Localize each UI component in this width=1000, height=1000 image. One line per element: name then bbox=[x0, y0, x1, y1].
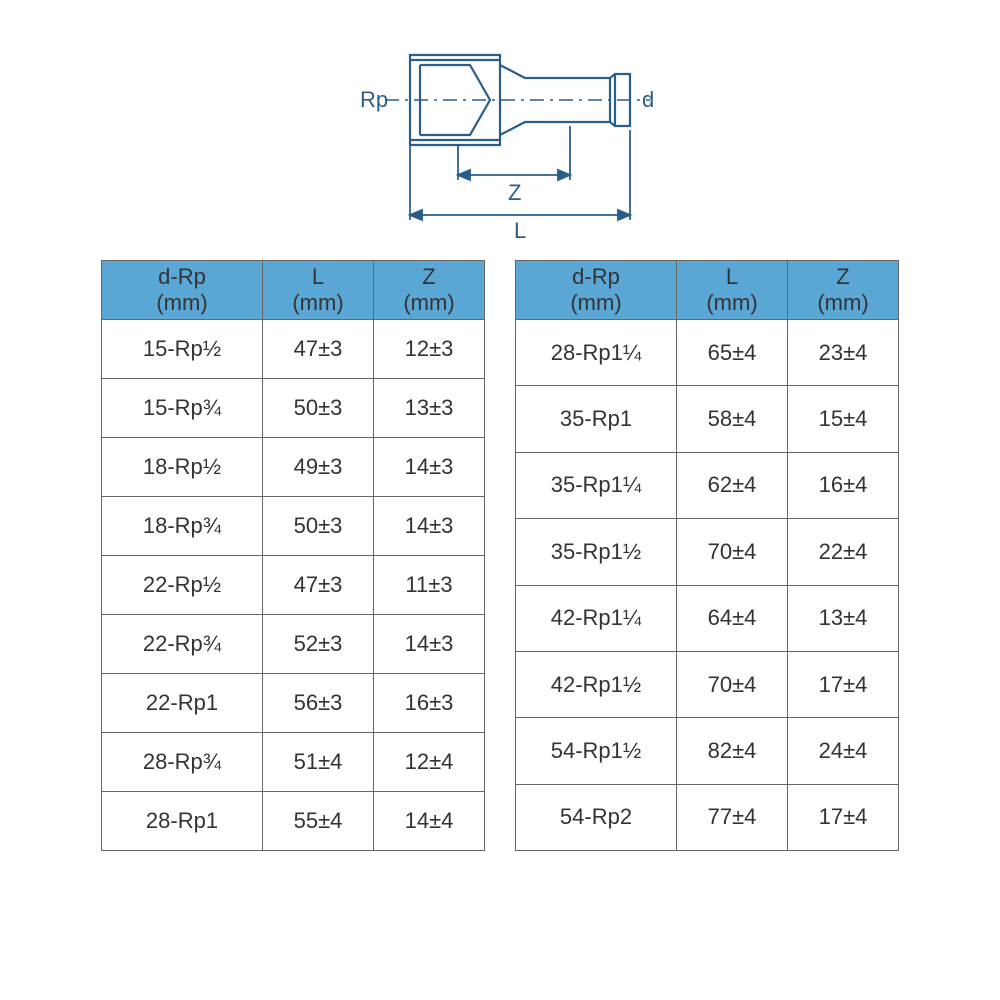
cell-drp: 54-Rp2 bbox=[516, 784, 677, 850]
table-row: 15-Rp½47±312±3 bbox=[102, 320, 485, 379]
cell-drp: 35-Rp1¼ bbox=[516, 452, 677, 518]
cell-drp: 18-Rp½ bbox=[102, 438, 263, 497]
cell-z: 14±3 bbox=[374, 615, 485, 674]
cell-drp: 28-Rp1¼ bbox=[516, 320, 677, 386]
table-row: 28-Rp155±414±4 bbox=[102, 792, 485, 851]
cell-drp: 28-Rp¾ bbox=[102, 733, 263, 792]
cell-l: 77±4 bbox=[677, 784, 788, 850]
table-row: 22-Rp¾52±314±3 bbox=[102, 615, 485, 674]
table-row: 28-Rp1¼65±423±4 bbox=[516, 320, 899, 386]
table-row: 54-Rp1½82±424±4 bbox=[516, 718, 899, 784]
cell-z: 13±3 bbox=[374, 379, 485, 438]
col-header-z: Z(mm) bbox=[788, 261, 899, 320]
table-row: 35-Rp158±415±4 bbox=[516, 386, 899, 452]
cell-l: 65±4 bbox=[677, 320, 788, 386]
cell-drp: 18-Rp¾ bbox=[102, 497, 263, 556]
cell-z: 16±3 bbox=[374, 674, 485, 733]
cell-z: 17±4 bbox=[788, 784, 899, 850]
table-row: 35-Rp1½70±422±4 bbox=[516, 519, 899, 585]
cell-l: 49±3 bbox=[263, 438, 374, 497]
cell-l: 47±3 bbox=[263, 320, 374, 379]
table-row: 15-Rp¾50±313±3 bbox=[102, 379, 485, 438]
cell-l: 58±4 bbox=[677, 386, 788, 452]
cell-z: 15±4 bbox=[788, 386, 899, 452]
cell-drp: 22-Rp1 bbox=[102, 674, 263, 733]
fitting-diagram: Rp d Z L bbox=[330, 30, 670, 250]
table-row: 18-Rp½49±314±3 bbox=[102, 438, 485, 497]
cell-z: 13±4 bbox=[788, 585, 899, 651]
label-d: d bbox=[642, 87, 654, 112]
label-l: L bbox=[514, 218, 526, 243]
table-row: 42-Rp1¼64±413±4 bbox=[516, 585, 899, 651]
col-header-drp: d-Rp(mm) bbox=[102, 261, 263, 320]
cell-drp: 15-Rp½ bbox=[102, 320, 263, 379]
cell-drp: 28-Rp1 bbox=[102, 792, 263, 851]
cell-l: 56±3 bbox=[263, 674, 374, 733]
cell-z: 23±4 bbox=[788, 320, 899, 386]
cell-drp: 15-Rp¾ bbox=[102, 379, 263, 438]
cell-z: 14±3 bbox=[374, 438, 485, 497]
cell-drp: 54-Rp1½ bbox=[516, 718, 677, 784]
table-row: 42-Rp1½70±417±4 bbox=[516, 651, 899, 717]
cell-drp: 35-Rp1½ bbox=[516, 519, 677, 585]
col-header-l: L(mm) bbox=[263, 261, 374, 320]
cell-l: 52±3 bbox=[263, 615, 374, 674]
table-row: 18-Rp¾50±314±3 bbox=[102, 497, 485, 556]
cell-z: 24±4 bbox=[788, 718, 899, 784]
spec-table-right: d-Rp(mm) L(mm) Z(mm) 28-Rp1¼65±423±435-R… bbox=[515, 260, 899, 851]
cell-drp: 22-Rp¾ bbox=[102, 615, 263, 674]
table-row: 28-Rp¾51±412±4 bbox=[102, 733, 485, 792]
cell-l: 70±4 bbox=[677, 651, 788, 717]
cell-l: 50±3 bbox=[263, 497, 374, 556]
table-row: 54-Rp277±417±4 bbox=[516, 784, 899, 850]
table-row: 22-Rp½47±311±3 bbox=[102, 556, 485, 615]
cell-z: 17±4 bbox=[788, 651, 899, 717]
cell-drp: 35-Rp1 bbox=[516, 386, 677, 452]
col-header-l: L(mm) bbox=[677, 261, 788, 320]
cell-l: 70±4 bbox=[677, 519, 788, 585]
spec-table-left: d-Rp(mm) L(mm) Z(mm) 15-Rp½47±312±315-Rp… bbox=[101, 260, 485, 851]
cell-l: 50±3 bbox=[263, 379, 374, 438]
cell-l: 64±4 bbox=[677, 585, 788, 651]
col-header-drp: d-Rp(mm) bbox=[516, 261, 677, 320]
table-row: 22-Rp156±316±3 bbox=[102, 674, 485, 733]
cell-l: 51±4 bbox=[263, 733, 374, 792]
cell-l: 55±4 bbox=[263, 792, 374, 851]
label-rp: Rp bbox=[360, 87, 388, 112]
cell-z: 16±4 bbox=[788, 452, 899, 518]
cell-z: 14±4 bbox=[374, 792, 485, 851]
cell-l: 47±3 bbox=[263, 556, 374, 615]
col-header-z: Z(mm) bbox=[374, 261, 485, 320]
cell-z: 14±3 bbox=[374, 497, 485, 556]
cell-z: 12±4 bbox=[374, 733, 485, 792]
cell-z: 11±3 bbox=[374, 556, 485, 615]
cell-l: 62±4 bbox=[677, 452, 788, 518]
cell-drp: 22-Rp½ bbox=[102, 556, 263, 615]
cell-drp: 42-Rp1¼ bbox=[516, 585, 677, 651]
cell-z: 22±4 bbox=[788, 519, 899, 585]
cell-l: 82±4 bbox=[677, 718, 788, 784]
cell-z: 12±3 bbox=[374, 320, 485, 379]
table-row: 35-Rp1¼62±416±4 bbox=[516, 452, 899, 518]
label-z: Z bbox=[508, 180, 521, 205]
cell-drp: 42-Rp1½ bbox=[516, 651, 677, 717]
